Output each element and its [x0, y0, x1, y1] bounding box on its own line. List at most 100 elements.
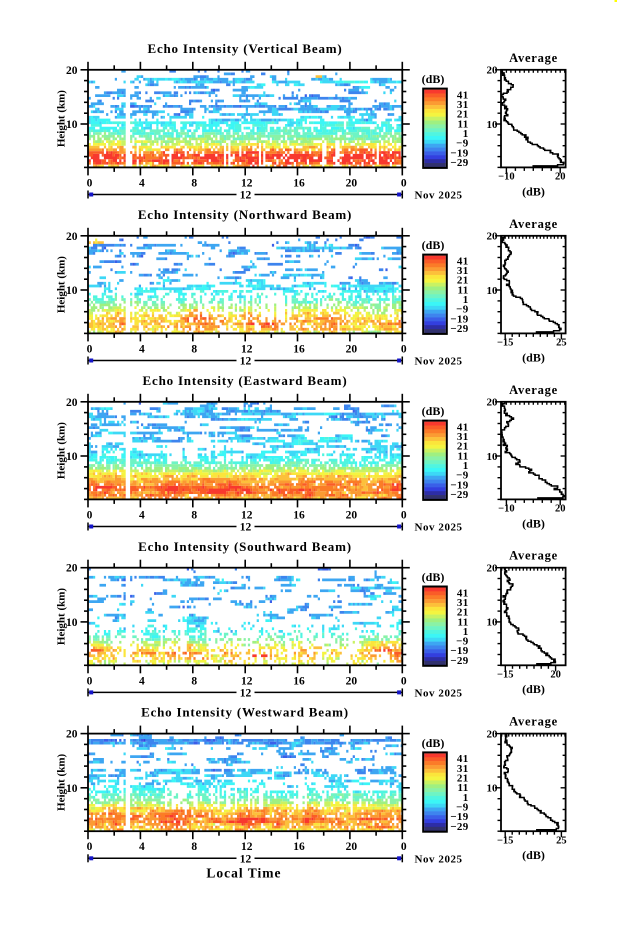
svg-text:25: 25 [556, 338, 567, 349]
svg-text:12: 12 [240, 190, 252, 202]
svg-text:20: 20 [487, 231, 499, 243]
svg-text:0: 0 [401, 343, 407, 355]
svg-text:16: 16 [293, 343, 305, 355]
svg-text:10: 10 [66, 119, 78, 131]
svg-text:41: 41 [457, 421, 469, 433]
svg-text:10: 10 [66, 617, 78, 629]
svg-text:−19: −19 [450, 811, 468, 823]
svg-text:20: 20 [346, 675, 358, 687]
svg-text:10: 10 [487, 285, 499, 297]
svg-text:4: 4 [139, 509, 145, 521]
svg-text:4: 4 [139, 343, 145, 355]
svg-text:(dB): (dB) [422, 404, 445, 418]
svg-text:(dB): (dB) [522, 516, 545, 530]
svg-text:0: 0 [401, 509, 407, 521]
svg-text:Nov 2025: Nov 2025 [415, 522, 463, 534]
svg-text:(dB): (dB) [422, 736, 445, 750]
svg-text:8: 8 [191, 509, 197, 521]
svg-text:−9: −9 [456, 304, 469, 316]
svg-text:Height (km): Height (km) [55, 90, 67, 147]
svg-text:0: 0 [87, 509, 93, 521]
svg-text:(dB): (dB) [422, 72, 445, 86]
svg-text:31: 31 [457, 763, 469, 775]
svg-text:1: 1 [463, 128, 469, 140]
svg-text:12: 12 [240, 853, 252, 865]
svg-text:Average: Average [509, 217, 558, 231]
svg-text:Nov 2025: Nov 2025 [415, 853, 463, 865]
svg-text:8: 8 [191, 841, 197, 853]
svg-text:20: 20 [487, 397, 499, 409]
svg-text:41: 41 [457, 255, 469, 267]
svg-text:10: 10 [487, 451, 499, 463]
svg-text:4: 4 [139, 675, 145, 687]
svg-text:10: 10 [487, 783, 499, 795]
svg-text:(dB): (dB) [522, 682, 545, 696]
svg-text:Nov 2025: Nov 2025 [415, 190, 463, 202]
svg-text:(dB): (dB) [522, 184, 545, 198]
svg-text:31: 31 [457, 431, 469, 443]
svg-text:20: 20 [66, 65, 78, 77]
svg-text:0: 0 [87, 177, 93, 189]
svg-text:−29: −29 [450, 821, 468, 833]
svg-text:41: 41 [457, 587, 469, 599]
svg-text:8: 8 [191, 177, 197, 189]
svg-text:12: 12 [241, 509, 253, 521]
svg-text:(dB): (dB) [522, 350, 545, 364]
svg-text:Echo Intensity (Westward Beam): Echo Intensity (Westward Beam) [141, 705, 349, 720]
svg-text:16: 16 [293, 675, 305, 687]
svg-text:12: 12 [241, 841, 253, 853]
svg-text:Echo Intensity (Vertical Beam): Echo Intensity (Vertical Beam) [147, 41, 342, 56]
svg-text:−10: −10 [498, 504, 514, 515]
svg-text:(dB): (dB) [422, 570, 445, 584]
svg-text:−19: −19 [450, 147, 468, 159]
svg-text:4: 4 [139, 177, 145, 189]
svg-text:11: 11 [458, 616, 469, 628]
svg-text:20: 20 [346, 509, 358, 521]
svg-text:20: 20 [555, 172, 566, 183]
svg-text:Height (km): Height (km) [55, 588, 67, 645]
svg-text:41: 41 [457, 753, 469, 765]
svg-text:20: 20 [66, 231, 78, 243]
svg-text:16: 16 [293, 841, 305, 853]
svg-text:12: 12 [241, 343, 253, 355]
svg-text:−19: −19 [450, 479, 468, 491]
svg-text:Height (km): Height (km) [55, 422, 67, 479]
svg-text:20: 20 [555, 504, 566, 515]
svg-text:Height (km): Height (km) [55, 256, 67, 313]
svg-text:11: 11 [458, 450, 469, 462]
svg-text:Average: Average [509, 549, 558, 563]
svg-text:−29: −29 [450, 323, 468, 335]
svg-text:1: 1 [463, 792, 469, 804]
svg-text:20: 20 [66, 563, 78, 575]
svg-text:20: 20 [487, 563, 499, 575]
svg-text:−29: −29 [450, 157, 468, 169]
svg-text:11: 11 [458, 284, 469, 296]
svg-text:10: 10 [487, 617, 499, 629]
svg-text:(dB): (dB) [522, 848, 545, 862]
svg-text:20: 20 [487, 728, 499, 740]
svg-text:12: 12 [240, 522, 252, 534]
svg-text:0: 0 [87, 675, 93, 687]
svg-text:−15: −15 [497, 670, 513, 681]
svg-text:1: 1 [463, 626, 469, 638]
svg-text:8: 8 [191, 343, 197, 355]
svg-text:20: 20 [66, 729, 78, 741]
svg-text:−9: −9 [456, 138, 469, 150]
svg-text:21: 21 [457, 607, 469, 619]
svg-text:11: 11 [458, 118, 469, 130]
svg-text:25: 25 [556, 836, 567, 847]
svg-text:0: 0 [401, 841, 407, 853]
svg-text:1: 1 [463, 460, 469, 472]
svg-text:16: 16 [293, 509, 305, 521]
svg-text:16: 16 [293, 177, 305, 189]
svg-text:41: 41 [457, 89, 469, 101]
svg-text:Nov 2025: Nov 2025 [415, 356, 463, 368]
svg-text:Local Time: Local Time [206, 866, 281, 881]
svg-text:Echo Intensity (Northward Beam: Echo Intensity (Northward Beam) [138, 207, 352, 222]
svg-text:10: 10 [66, 451, 78, 463]
svg-text:Echo Intensity (Eastward Beam): Echo Intensity (Eastward Beam) [143, 373, 348, 388]
svg-text:21: 21 [457, 773, 469, 785]
svg-text:10: 10 [66, 783, 78, 795]
svg-text:−29: −29 [450, 655, 468, 667]
svg-text:31: 31 [457, 597, 469, 609]
